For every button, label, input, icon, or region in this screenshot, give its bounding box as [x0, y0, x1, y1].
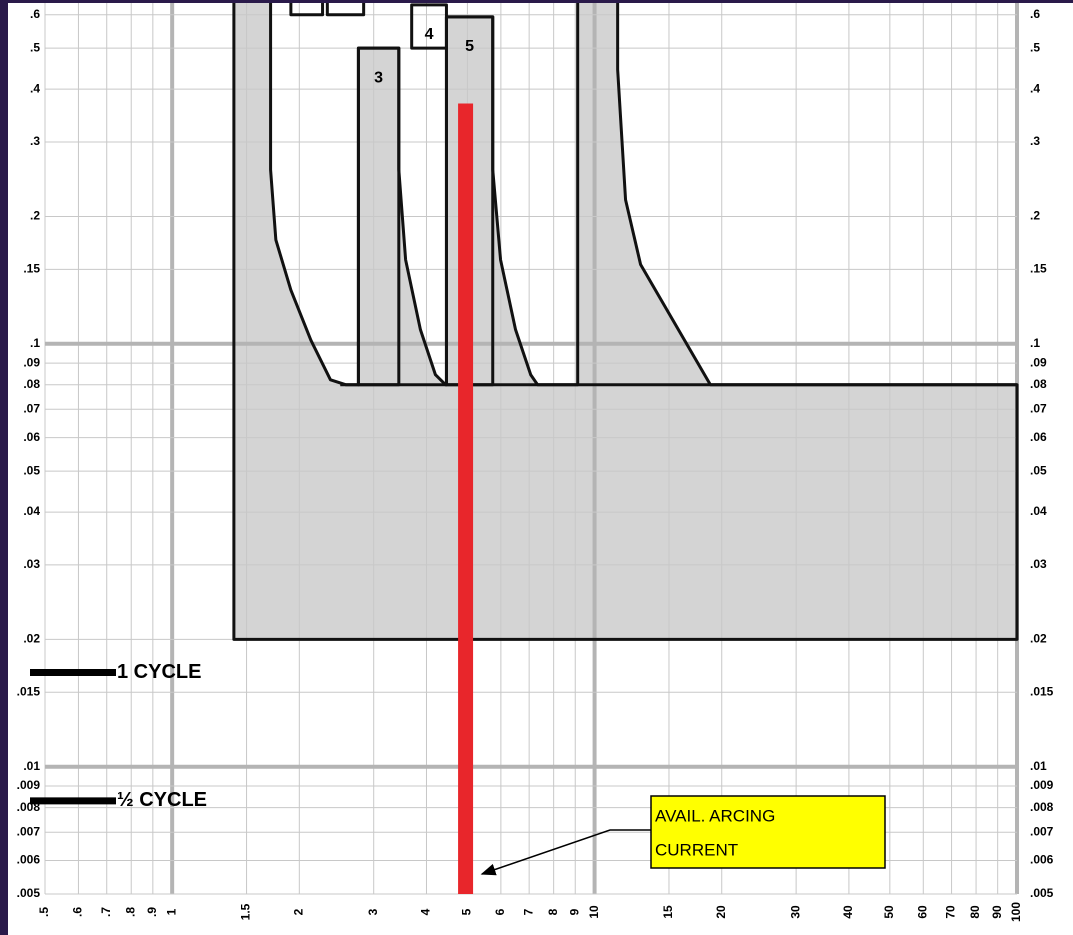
x-tick-label: 2 [291, 908, 305, 915]
x-tick-label: 4 [419, 908, 433, 915]
y-tick-label-right: .01 [1030, 759, 1047, 773]
x-tick-label: 9 [567, 908, 581, 915]
y-tick-label: .1 [30, 336, 40, 350]
y-tick-label-right: .009 [1030, 778, 1054, 792]
x-tick-label: 1 [164, 908, 178, 915]
x-tick-label: .7 [99, 907, 113, 917]
callout-line: CURRENT [655, 840, 738, 859]
shape-label: 4 [425, 26, 434, 43]
x-tick-label: 15 [661, 905, 675, 919]
x-tick-label: 10 [587, 905, 601, 919]
y-tick-label: .3 [30, 134, 40, 148]
x-tick-label: 100 [1009, 902, 1023, 922]
y-tick-label-right: .2 [1030, 209, 1040, 223]
callout-line: AVAIL. ARCING [655, 806, 775, 825]
x-tick-label: 1.5 [239, 903, 253, 920]
x-tick-label: 30 [788, 905, 802, 919]
x-tick-label: .9 [145, 907, 159, 917]
y-tick-label-right: .15 [1030, 261, 1047, 275]
x-tick-label: 60 [915, 905, 929, 919]
shape-outline [325, 0, 366, 17]
y-tick-label-right: .02 [1030, 632, 1047, 646]
y-tick-label: .02 [23, 632, 40, 646]
y-tick-label: .03 [23, 557, 40, 571]
shape-outline [444, 15, 495, 387]
shape-outline [289, 0, 325, 17]
y-tick-label: .08 [23, 377, 40, 391]
y-tick-label-right: .1 [1030, 336, 1040, 350]
y-tick-label-right: .008 [1030, 800, 1054, 814]
y-tick-label-right: .08 [1030, 377, 1047, 391]
grid [44, 0, 1019, 895]
y-tick-label: .01 [23, 759, 40, 773]
y-tick-label: .006 [17, 853, 41, 867]
x-tick-label: 70 [944, 905, 958, 919]
y-tick-label: .6 [30, 7, 40, 21]
y-tick-label: .09 [23, 355, 40, 369]
x-tick-label: 80 [968, 905, 982, 919]
y-tick-label-right: .07 [1030, 401, 1047, 415]
shape-label: 3 [374, 69, 383, 86]
y-tick-label-right: .4 [1030, 81, 1040, 95]
x-tick-label: 3 [366, 908, 380, 915]
x-tick-label: 8 [546, 908, 560, 915]
y-tick-label: .5 [30, 40, 40, 54]
callout-arrow [480, 829, 651, 876]
y-tick-label: .2 [30, 209, 40, 223]
x-tick-label: 5 [460, 908, 474, 915]
y-tick-label: .15 [23, 261, 40, 275]
y-tick-label-right: .06 [1030, 430, 1047, 444]
y-tick-label: .007 [17, 824, 41, 838]
x-tick-label: .6 [71, 907, 85, 917]
frame-left [0, 0, 8, 935]
annotation-text: ½ CYCLE [117, 789, 207, 811]
shape-fill [290, 0, 323, 15]
y-tick-label-right: .04 [1030, 504, 1047, 518]
y-tick-label: .05 [23, 463, 40, 477]
shape-outline [269, 0, 580, 387]
x-tick-label: 7 [521, 908, 535, 915]
y-tick-label-right: .6 [1030, 7, 1040, 21]
y-tick-label: .009 [17, 778, 41, 792]
y-tick-label: .4 [30, 81, 40, 95]
y-tick-label-right: .03 [1030, 557, 1047, 571]
outlines [232, 0, 1019, 641]
y-tick-label: .07 [23, 401, 40, 415]
shape-label: 5 [465, 38, 474, 55]
y-tick-label: .005 [17, 886, 41, 900]
y-tick-label-right: .5 [1030, 40, 1040, 54]
shape-fill [411, 4, 447, 49]
y-tick-label-right: .05 [1030, 463, 1047, 477]
y-tick-label: .06 [23, 430, 40, 444]
y-tick-label: .04 [23, 504, 40, 518]
x-tick-label: 50 [882, 905, 896, 919]
shape-fill [327, 0, 364, 15]
frame-top [0, 0, 1073, 3]
y-tick-label-right: .09 [1030, 355, 1047, 369]
x-tick-label: 90 [990, 905, 1004, 919]
callout-box [650, 795, 886, 869]
x-tick-label: 6 [493, 908, 507, 915]
y-tick-label-right: .3 [1030, 134, 1040, 148]
x-tick-label: 40 [841, 905, 855, 919]
y-tick-label-right: .007 [1030, 824, 1054, 838]
shape-fill [270, 0, 578, 385]
y-tick-label-right: .015 [1030, 684, 1054, 698]
y-tick-label-right: .005 [1030, 886, 1054, 900]
y-tick-label: .015 [17, 684, 41, 698]
labels: 3 4 5 .5 .6 .7 .8 .9 1 1.5 2 3 4 5 6 7 8 9 10 15 20 30 40 50 60 7… [17, 7, 1054, 922]
y-tick-label-right: .006 [1030, 853, 1054, 867]
x-tick-label: .8 [123, 907, 137, 917]
shape-outline [356, 46, 401, 387]
annotation-text: 1 CYCLE [117, 661, 201, 683]
x-tick-label: .5 [37, 907, 51, 917]
shape-outline [232, 0, 1019, 641]
x-tick-label: 20 [714, 905, 728, 919]
